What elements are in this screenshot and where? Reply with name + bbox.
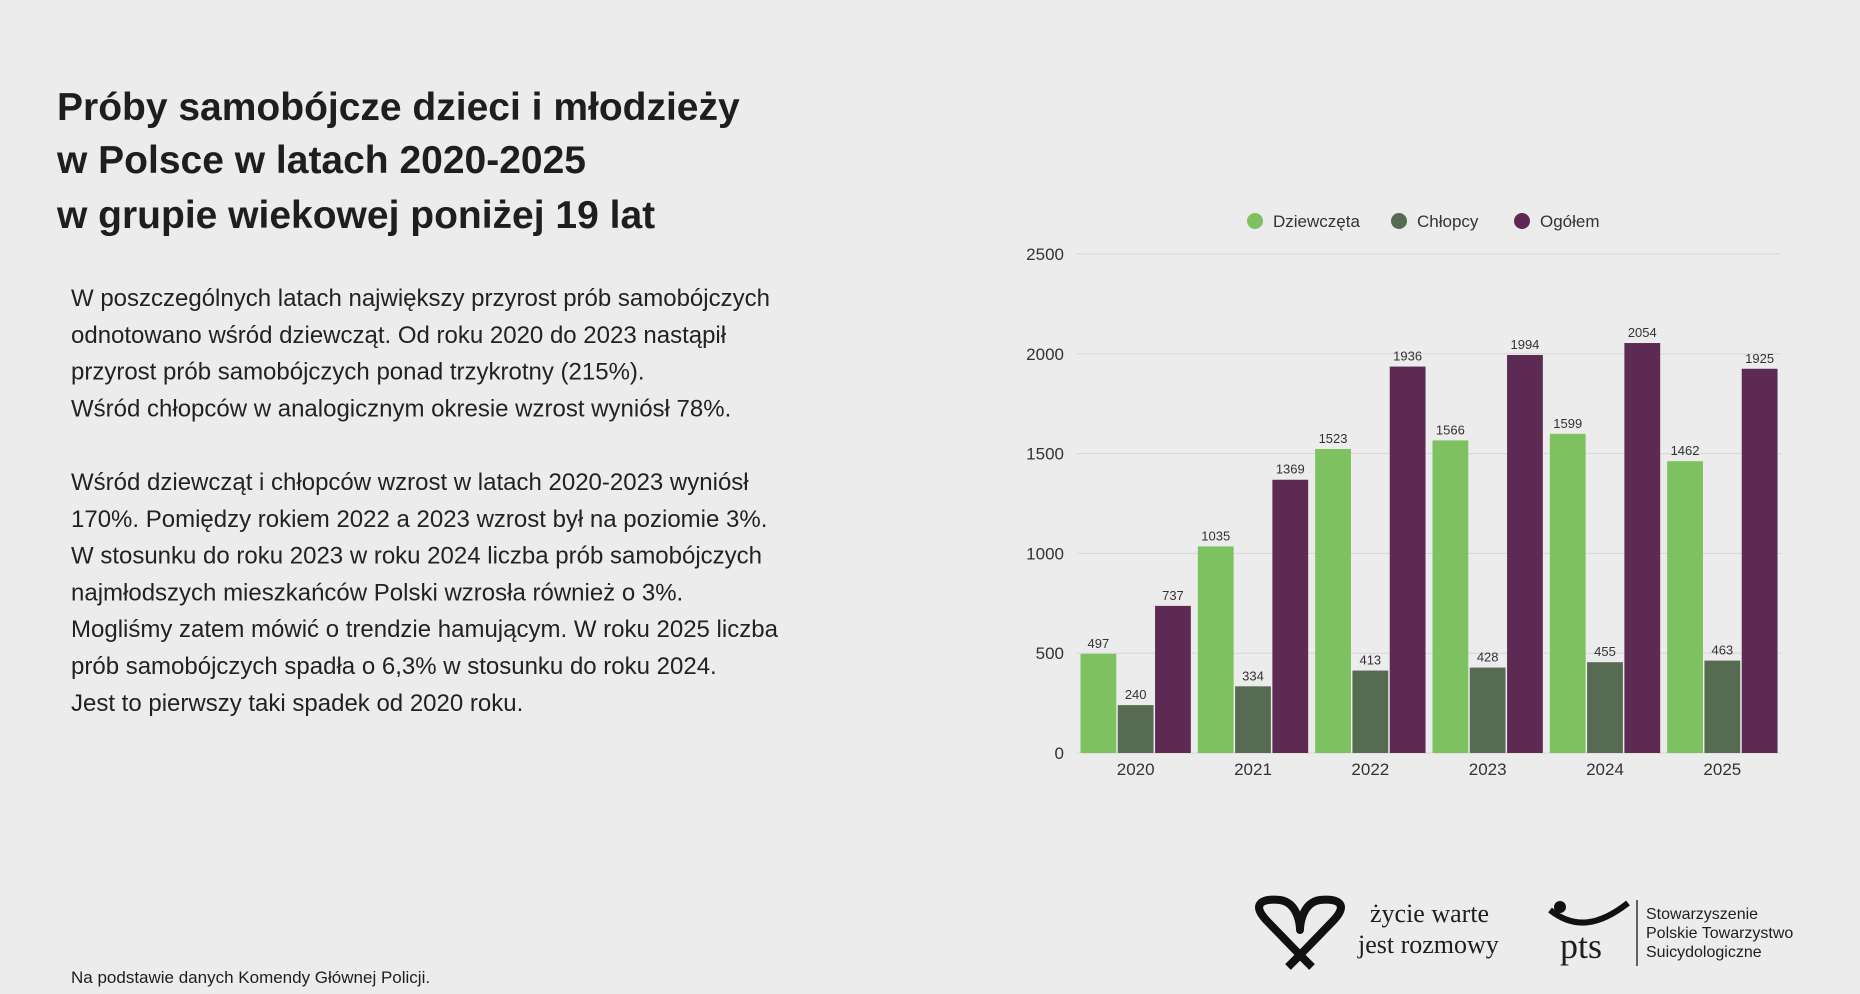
title-line: Próby samobójcze dzieci i młodzieży: [57, 86, 740, 129]
paragraph-line: 170%. Pomiędzy rokiem 2022 a 2023 wzrost…: [71, 506, 767, 533]
paragraph-line: najmłodszych mieszkańców Polski wzrosła …: [71, 579, 683, 606]
value-label: 455: [1594, 644, 1616, 659]
pts-dot: [1554, 901, 1566, 913]
y-tick-label: 1000: [1026, 544, 1064, 563]
legend-marker: [1247, 213, 1263, 229]
value-label: 1462: [1671, 443, 1700, 458]
value-label: 1566: [1436, 422, 1465, 437]
x-tick-label: 2025: [1703, 760, 1741, 779]
paragraph-line: Wśród chłopców w analogicznym okresie wz…: [71, 395, 731, 422]
legend-marker: [1514, 213, 1530, 229]
title-line: w Polsce w latach 2020-2025: [56, 139, 586, 182]
value-label: 2054: [1628, 325, 1657, 340]
value-label: 1369: [1276, 462, 1305, 477]
value-label: 1599: [1553, 416, 1582, 431]
bar: [1080, 653, 1117, 753]
logo-text: Stowarzyszenie: [1646, 906, 1758, 923]
y-tick-label: 2500: [1026, 245, 1064, 264]
value-label: 1994: [1510, 337, 1539, 352]
logo-text: Polskie Towarzystwo: [1646, 925, 1793, 942]
value-label: 737: [1162, 588, 1184, 603]
value-label: 240: [1125, 687, 1147, 702]
paragraph-line: Wśród dziewcząt i chłopców wzrost w lata…: [71, 469, 749, 496]
bar: [1507, 354, 1543, 753]
bar: [1235, 686, 1271, 753]
pts-swoosh: [1548, 900, 1630, 926]
value-label: 413: [1359, 653, 1381, 668]
title-line: w grupie wiekowej poniżej 19 lat: [56, 194, 655, 237]
legend-label: Ogółem: [1540, 212, 1600, 231]
bar: [1667, 461, 1703, 753]
y-tick-label: 1500: [1026, 445, 1064, 464]
value-label: 1035: [1201, 528, 1230, 543]
value-label: 463: [1711, 643, 1733, 658]
x-tick-label: 2024: [1586, 760, 1624, 779]
paragraph-line: przyrost prób samobójczych ponad trzykro…: [71, 359, 645, 386]
value-label: 334: [1242, 668, 1264, 683]
bar: [1741, 368, 1778, 753]
x-tick-label: 2020: [1117, 760, 1155, 779]
x-tick-label: 2021: [1234, 760, 1272, 779]
y-tick-label: 0: [1055, 744, 1064, 763]
y-tick-label: 2000: [1026, 345, 1064, 364]
pts-logo: pts: [1560, 926, 1602, 966]
legend-label: Chłopcy: [1417, 212, 1479, 231]
legend-label: Dziewczęta: [1273, 212, 1360, 231]
value-label: 1936: [1393, 349, 1422, 364]
bar: [1389, 366, 1426, 753]
bar: [1352, 670, 1389, 753]
bar: [1272, 479, 1309, 753]
paragraph-line: Jest to pierwszy taki spadek od 2020 rok…: [71, 690, 523, 717]
x-tick-label: 2022: [1351, 760, 1389, 779]
bar: [1704, 660, 1741, 753]
paragraph-line: W poszczególnych latach największy przyr…: [71, 285, 770, 312]
y-tick-label: 500: [1036, 644, 1064, 663]
value-label: 428: [1477, 650, 1499, 665]
x-tick-label: 2023: [1469, 760, 1507, 779]
bar: [1155, 605, 1191, 753]
bar: [1549, 433, 1586, 753]
bar: [1315, 449, 1351, 753]
bar: [1117, 705, 1154, 753]
logo-text: Suicydologiczne: [1646, 944, 1762, 961]
bar: [1469, 667, 1506, 753]
value-label: 1925: [1745, 351, 1774, 366]
paragraph-line: odnotowano wśród dziewcząt. Od roku 2020…: [71, 322, 727, 349]
chart: 0 500 1000 1500 2000 2500 2020 497 240 737 2021 103…: [1026, 212, 1781, 779]
paragraph-line: Mogliśmy zatem mówić o trendzie hamujący…: [71, 616, 779, 643]
bar: [1587, 662, 1623, 753]
value-label: 1523: [1319, 431, 1348, 446]
value-label: 497: [1088, 636, 1110, 651]
bar: [1197, 546, 1234, 753]
heart-logo: [1255, 895, 1345, 970]
footnote: Na podstawie danych Komendy Głównej Poli…: [71, 968, 430, 987]
logo-text: jest rozmowy: [1357, 930, 1499, 959]
paragraphs: W poszczególnych latach największy przyr…: [71, 285, 779, 717]
bar: [1624, 343, 1661, 753]
paragraph-line: prób samobójczych spadła o 6,3% w stosun…: [71, 653, 717, 680]
bar: [1432, 440, 1469, 753]
logo-text: życie warte: [1370, 899, 1489, 928]
paragraph-line: W stosunku do roku 2023 w roku 2024 licz…: [71, 543, 762, 570]
legend-marker: [1391, 213, 1407, 229]
